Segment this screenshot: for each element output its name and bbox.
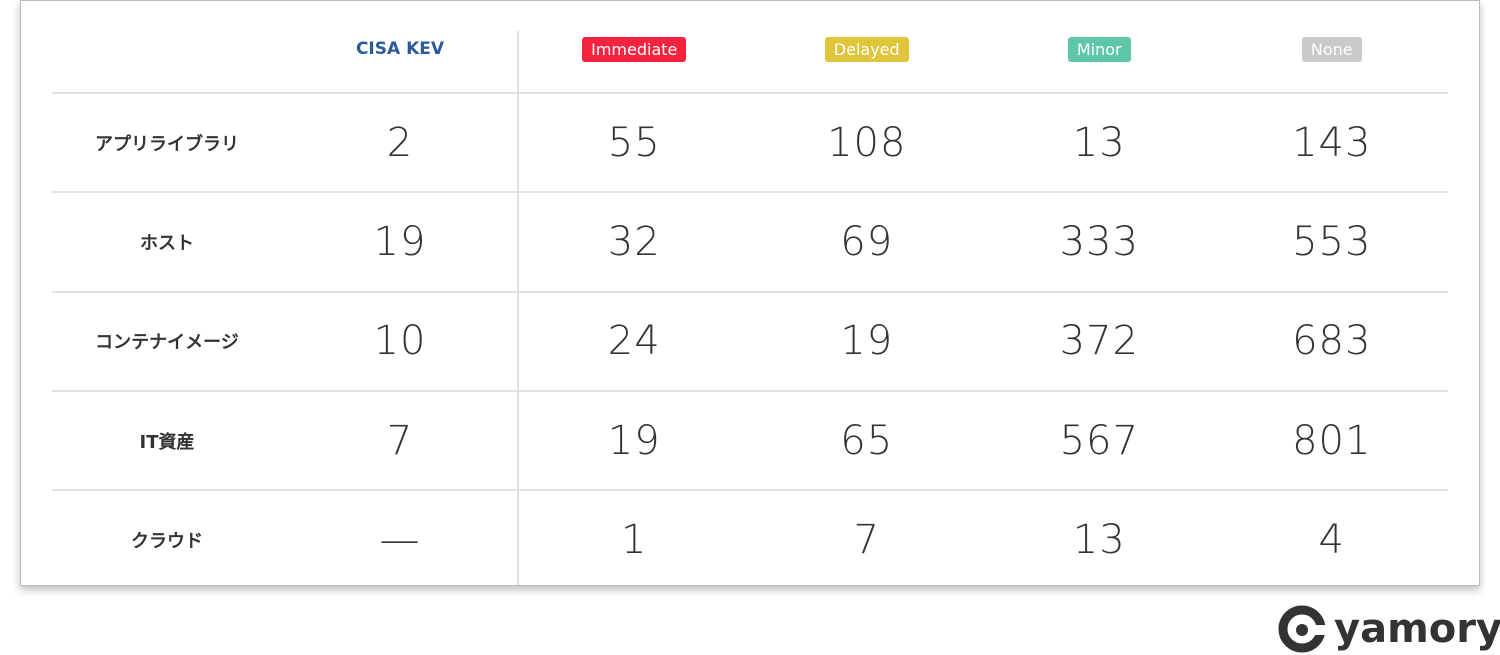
count-cell: 7 (853, 516, 880, 563)
column-header: Minor (983, 29, 1216, 69)
header-text: CISA KEV (355, 39, 445, 59)
count-cell: 19 (373, 218, 427, 265)
count-cell: 13 (1072, 119, 1126, 166)
row-divider (52, 290, 1448, 293)
row-label: ホスト (140, 232, 194, 254)
row-divider (52, 92, 1448, 94)
row-label: IT資産 (139, 431, 195, 453)
column-header: None (1216, 29, 1449, 69)
count-cell: 108 (827, 119, 907, 166)
count-cell: 32 (607, 218, 661, 265)
severity-badge: Minor (1067, 36, 1131, 62)
count-cell: 372 (1059, 318, 1139, 365)
count-cell: 801 (1292, 417, 1372, 464)
severity-badge: Delayed (824, 36, 909, 62)
count-cell: 19 (840, 318, 894, 365)
logo: yamory (1278, 604, 1500, 654)
count-cell: 1 (621, 516, 648, 563)
table-card: CISA KEV Immediate Delayed Minor None アプリライブラ… (20, 0, 1480, 586)
count-cell: 7 (386, 417, 414, 464)
logo-icon (1278, 605, 1326, 653)
count-cell: 55 (607, 119, 661, 166)
count-cell: 567 (1059, 417, 1139, 464)
column-divider (517, 31, 519, 585)
column-header: CISA KEV (282, 29, 518, 69)
row-label: アプリライブラリ (95, 133, 239, 155)
count-cell: 10 (373, 318, 427, 365)
row-divider (52, 389, 1448, 392)
row-label: クラウド (131, 530, 203, 552)
row-label: コンテナイメージ (95, 332, 239, 354)
table: CISA KEV Immediate Delayed Minor None アプリライブラ… (52, 1, 1448, 585)
count-cell: 13 (1072, 516, 1126, 563)
column-header: Immediate (518, 29, 751, 69)
count-cell: 65 (840, 417, 894, 464)
row-divider (52, 489, 1448, 492)
count-cell: 143 (1292, 119, 1372, 166)
severity-badge: Immediate (582, 36, 687, 62)
count-cell: — (379, 516, 421, 563)
column-header: Delayed (751, 29, 984, 69)
count-cell: 683 (1292, 318, 1372, 365)
count-cell: 69 (840, 218, 894, 265)
row-divider (52, 191, 1448, 194)
logo-text: yamory (1334, 606, 1500, 652)
count-cell: 553 (1292, 218, 1372, 265)
count-cell: 19 (607, 417, 661, 464)
count-cell: 333 (1059, 218, 1139, 265)
count-cell: 4 (1318, 516, 1345, 563)
count-cell: 24 (607, 318, 661, 365)
count-cell: 2 (386, 119, 414, 166)
severity-badge: None (1301, 36, 1362, 62)
